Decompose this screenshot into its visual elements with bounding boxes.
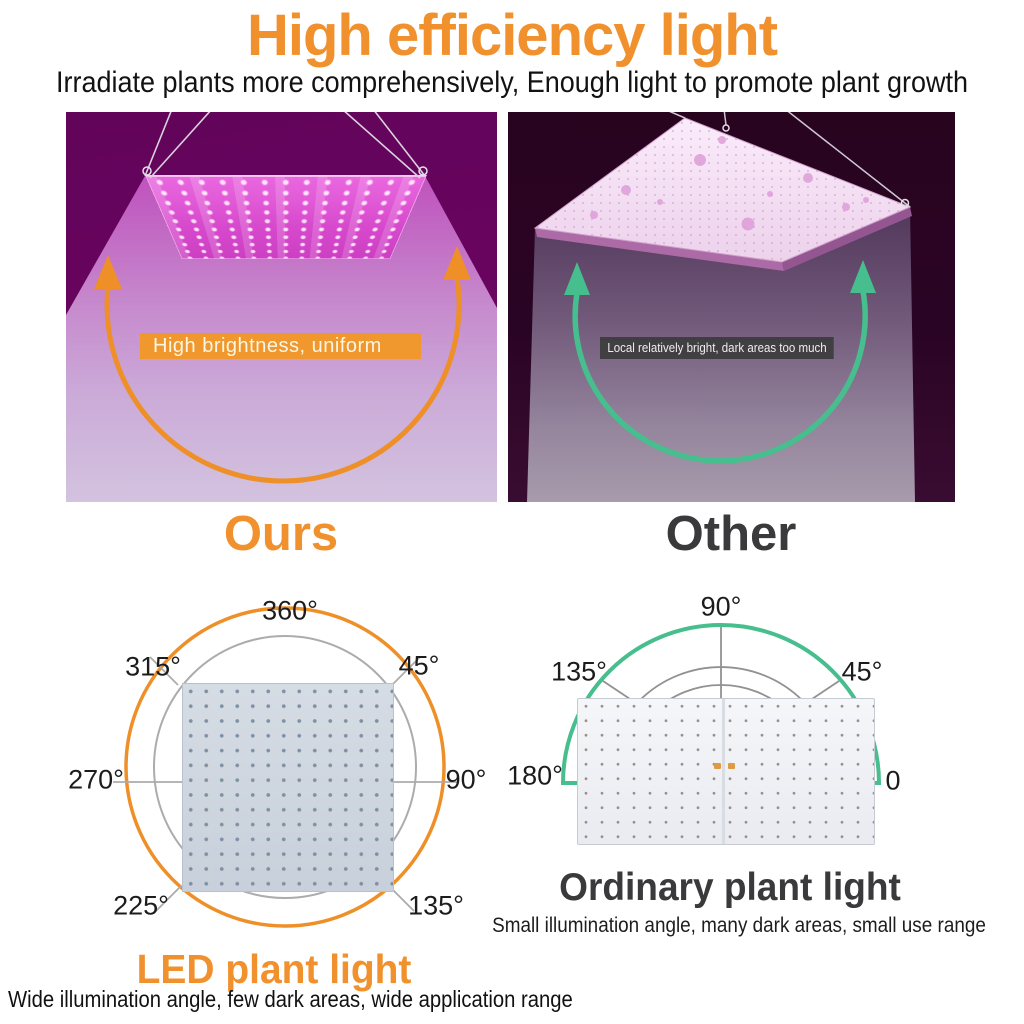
led-angle-225: 225° [113,890,169,921]
ours-light-beam [66,176,497,502]
led-angle-45: 45° [398,650,440,681]
other-panel-side-right [782,207,912,271]
ordinary-angle-45: 45° [841,656,883,687]
led-angle-270: 270° [68,764,124,795]
panel-connector-chip [728,763,735,769]
led-angle-90: 90° [445,764,487,795]
ours-scene: High brightness, uniform [66,112,497,502]
ordinary-panel-front-view [577,698,875,845]
led-diagram-inner-circle [153,635,417,899]
ours-label: Ours [223,507,339,561]
ordinary-angle-180: 180° [507,760,563,791]
page-subtitle: Irradiate plants more comprehensively, E… [55,66,968,99]
page-title: High efficiency light [246,3,778,68]
ordinary-coverage-diagram: 90° 135° 45° 180° 0 [507,591,960,850]
other-arrow-up-left-icon [564,262,590,295]
led-angle-135: 135° [408,890,464,921]
other-panel-bright-spots [590,136,869,231]
other-hanging-wires [669,112,911,208]
led-coverage-diagram: 360° 315° 45° 270° 90° 225° 135° [68,595,495,935]
led-angle-315: 315° [125,651,181,682]
other-led-panel [533,117,912,263]
panel-connector-chip [714,763,721,769]
led-caption: Wide illumination angle, few dark areas,… [8,986,573,1012]
ours-callout: High brightness, uniform [140,333,421,359]
led-diagram-angle-ticks [113,656,459,912]
led-title: LED plant light [136,946,412,992]
other-scene-overlay [527,112,915,502]
led-diagram-lines [113,606,459,928]
ordinary-angle-90: 90° [700,591,742,622]
ordinary-title: Ordinary plant light [559,866,901,909]
other-panel-side-left [535,228,784,271]
led-diagram-outer-circle [124,606,446,928]
other-callout: Local relatively bright, dark areas too … [600,337,834,359]
ordinary-caption: Small illumination angle, many dark area… [492,914,986,937]
ours-hanging-wires [142,112,428,179]
ours-led-panel [145,175,427,259]
other-scene: Local relatively bright, dark areas too … [508,112,955,502]
other-coverage-arc [572,288,868,464]
other-label: Other [665,507,797,561]
led-panel-top-view [182,683,394,892]
other-arrow-up-right-icon [850,260,876,293]
led-angle-360: 360° [262,595,318,626]
ordinary-angle-0: 0 [885,765,901,796]
ordinary-angle-135: 135° [551,656,607,687]
